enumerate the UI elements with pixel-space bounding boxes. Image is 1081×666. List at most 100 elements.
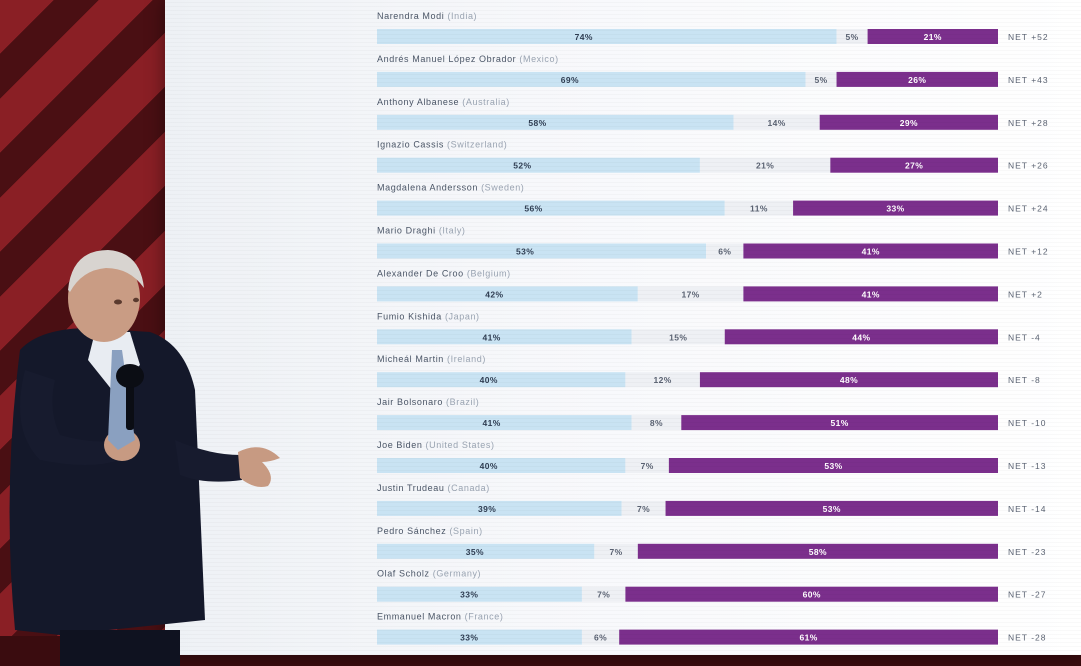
approval-chart: Narendra Modi (India) 74% 5% 21% NET +52 Andr… xyxy=(377,11,1049,645)
neutral-bar xyxy=(594,543,638,559)
approve-bar xyxy=(377,586,582,602)
approve-bar xyxy=(377,543,595,559)
neutral-value-label: 11% xyxy=(750,204,768,214)
net-score-label: NET -23 xyxy=(1008,547,1047,557)
leader-name-label: Narendra Modi (India) xyxy=(377,11,477,21)
disapprove-bar xyxy=(665,500,998,516)
disapprove-value-label: 48% xyxy=(840,375,858,385)
approve-value-label: 52% xyxy=(513,161,531,171)
approve-bar xyxy=(377,71,806,87)
approve-bar xyxy=(377,29,837,44)
disapprove-bar xyxy=(743,243,998,259)
approve-value-label: 35% xyxy=(466,547,484,557)
neutral-bar xyxy=(581,629,620,645)
approve-value-label: 69% xyxy=(561,75,579,85)
neutral-value-label: 6% xyxy=(718,247,731,257)
approve-value-label: 33% xyxy=(460,590,478,600)
leader-name: Justin Trudeau xyxy=(377,483,448,493)
neutral-value-label: 8% xyxy=(650,418,663,428)
leader-name-label: Alexander De Croo (Belgium) xyxy=(377,268,511,278)
leader-name-label: Jair Bolsonaro (Brazil) xyxy=(377,397,479,407)
net-score-label: NET -10 xyxy=(1008,418,1047,428)
leader-name: Jair Bolsonaro xyxy=(377,397,446,407)
leader-name: Narendra Modi xyxy=(377,11,447,21)
approve-bar xyxy=(377,157,700,173)
leader-name: Fumio Kishida xyxy=(377,311,445,321)
leader-name-label: Mario Draghi (Italy) xyxy=(377,226,466,236)
disapprove-bar xyxy=(619,629,998,645)
leader-country: (Australia) xyxy=(462,97,510,107)
net-score-label: NET -27 xyxy=(1008,590,1047,600)
disapprove-bar xyxy=(681,415,998,431)
approve-value-label: 74% xyxy=(575,32,593,42)
neutral-value-label: 14% xyxy=(768,118,786,128)
neutral-bar xyxy=(625,458,669,473)
net-score-label: NET -13 xyxy=(1008,461,1047,471)
leader-country: (Spain) xyxy=(449,526,482,536)
disapprove-value-label: 61% xyxy=(799,633,817,643)
net-score-label: NET -8 xyxy=(1008,375,1041,385)
disapprove-bar xyxy=(625,586,998,602)
approve-bar xyxy=(377,243,707,259)
net-score-label: NET -14 xyxy=(1008,504,1047,514)
leader-country: (France) xyxy=(465,612,504,622)
neutral-bar xyxy=(621,500,666,516)
disapprove-bar xyxy=(724,329,998,345)
net-score-label: NET +26 xyxy=(1008,161,1049,171)
leader-name-label: Ignazio Cassis (Switzerland) xyxy=(377,140,507,150)
leader-name: Magdalena Andersson xyxy=(377,183,481,193)
leader-name-label: Anthony Albanese (Australia) xyxy=(377,97,510,107)
disapprove-value-label: 27% xyxy=(905,161,923,171)
leader-name-label: Emmanuel Macron (France) xyxy=(377,612,503,622)
disapprove-value-label: 53% xyxy=(824,461,842,471)
disapprove-value-label: 51% xyxy=(831,418,849,428)
disapprove-bar xyxy=(867,29,998,44)
neutral-value-label: 6% xyxy=(594,633,607,643)
presenter-figure xyxy=(9,250,280,666)
leader-country: (India) xyxy=(447,11,477,21)
approve-bar xyxy=(377,329,632,345)
disapprove-bar xyxy=(836,71,998,87)
approve-value-label: 56% xyxy=(524,204,542,214)
neutral-value-label: 17% xyxy=(681,289,699,299)
leader-name: Pedro Sánchez xyxy=(377,526,449,536)
neutral-value-label: 21% xyxy=(756,161,774,171)
neutral-value-label: 7% xyxy=(597,590,610,600)
approve-value-label: 33% xyxy=(460,633,478,643)
leader-name-label: Pedro Sánchez (Spain) xyxy=(377,526,483,536)
leader-country: (Ireland) xyxy=(447,354,486,364)
leader-name: Mario Draghi xyxy=(377,226,439,236)
approve-bar xyxy=(377,286,638,302)
neutral-value-label: 7% xyxy=(637,504,650,514)
disapprove-value-label: 33% xyxy=(886,204,904,214)
neutral-bar xyxy=(724,200,794,216)
leader-country: (Germany) xyxy=(433,569,481,579)
approve-value-label: 53% xyxy=(516,247,534,257)
approve-bar xyxy=(377,114,734,130)
leader-country: (United States) xyxy=(426,440,495,450)
leader-name: Joe Biden xyxy=(377,440,426,450)
approve-bar xyxy=(377,200,725,216)
neutral-value-label: 7% xyxy=(641,461,654,471)
disapprove-bar xyxy=(637,543,998,559)
neutral-bar xyxy=(637,286,744,302)
leader-name-label: Fumio Kishida (Japan) xyxy=(377,311,480,321)
leader-country: (Belgium) xyxy=(467,268,511,278)
disapprove-value-label: 29% xyxy=(900,118,918,128)
leader-country: (Japan) xyxy=(445,311,480,321)
leader-country: (Sweden) xyxy=(481,183,524,193)
approve-bar xyxy=(377,629,582,645)
leader-country: (Brazil) xyxy=(446,397,479,407)
approve-bar xyxy=(377,372,626,388)
leader-name-label: Joe Biden (United States) xyxy=(377,440,495,450)
disapprove-value-label: 41% xyxy=(862,289,880,299)
disapprove-value-label: 41% xyxy=(862,247,880,257)
leader-name-label: Magdalena Andersson (Sweden) xyxy=(377,183,524,193)
approve-bar xyxy=(377,458,626,473)
leader-country: (Mexico) xyxy=(519,54,558,64)
disapprove-value-label: 58% xyxy=(809,547,827,557)
leader-name-label: Olaf Scholz (Germany) xyxy=(377,569,481,579)
net-score-label: NET -28 xyxy=(1008,633,1047,643)
net-score-label: NET +2 xyxy=(1008,289,1043,299)
neutral-bar xyxy=(631,329,725,345)
